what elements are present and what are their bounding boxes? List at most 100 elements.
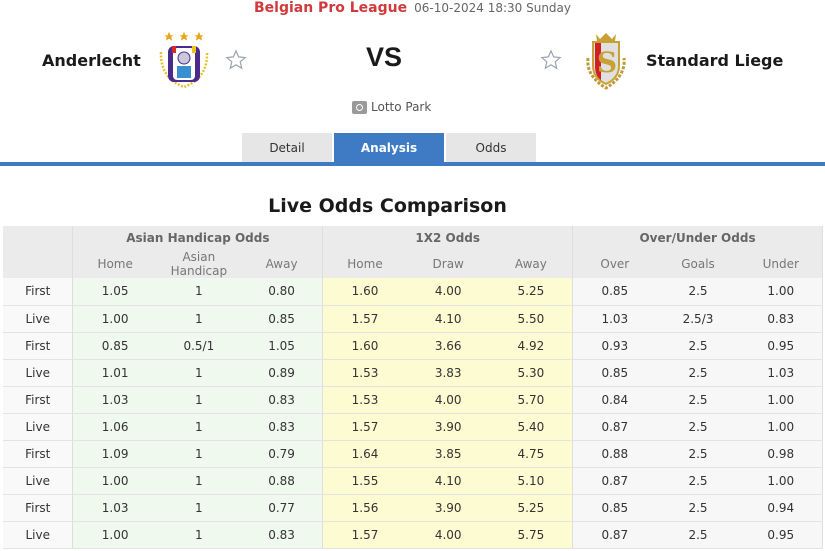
ou-under-odds: 0.98 (739, 440, 824, 468)
ah-line: 1 (156, 467, 241, 495)
group-header-1x2: 1X2 Odds (322, 226, 574, 250)
ou-under-odds: 0.83 (739, 305, 824, 333)
ah-home-odds: 1.00 (72, 467, 157, 495)
tab-analysis[interactable]: Analysis (334, 133, 444, 163)
1x2-draw-odds: 3.83 (406, 359, 490, 387)
ou-under-odds: 1.03 (739, 359, 824, 387)
league-link[interactable]: Belgian Pro League (253, 0, 408, 16)
ou-goals-line: 2.5 (656, 521, 740, 549)
ou-over-odds: 0.87 (572, 521, 657, 549)
venue-name: Lotto Park (371, 100, 432, 114)
1x2-home-odds: 1.57 (322, 413, 407, 441)
1x2-away-odds: 4.92 (489, 332, 574, 360)
row-type: First (3, 332, 74, 360)
col-ah-away: Away (240, 250, 324, 278)
ou-goals-line: 2.5 (656, 359, 740, 387)
stadium-icon (352, 100, 367, 114)
match-datetime: 06-10-2024 18:30 Sunday (414, 1, 572, 15)
ah-line: 1 (156, 494, 241, 522)
home-team-name[interactable]: Anderlecht (42, 50, 141, 70)
ah-home-odds: 1.09 (72, 440, 157, 468)
ah-line: 1 (156, 278, 241, 306)
ah-line: 1 (156, 305, 241, 333)
1x2-draw-odds: 3.85 (406, 440, 490, 468)
ou-under-odds: 0.95 (739, 332, 824, 360)
ou-over-odds: 0.88 (572, 440, 657, 468)
row-type: Live (3, 305, 74, 333)
tab-odds[interactable]: Odds (446, 133, 536, 163)
ah-away-odds: 0.85 (240, 305, 324, 333)
1x2-away-odds: 4.75 (489, 440, 574, 468)
ah-line: 1 (156, 521, 241, 549)
col-1x2-home: Home (322, 250, 407, 278)
away-team-name[interactable]: Standard Liege (646, 50, 784, 70)
ah-away-odds: 0.83 (240, 413, 324, 441)
ou-goals-line: 2.5 (656, 440, 740, 468)
ah-away-odds: 0.80 (240, 278, 324, 306)
ah-home-odds: 1.03 (72, 386, 157, 414)
match-info-line: Belgian Pro League 06-10-2024 18:30 Sund… (0, 0, 825, 16)
ah-home-odds: 1.06 (72, 413, 157, 441)
ou-over-odds: 0.84 (572, 386, 657, 414)
ou-over-odds: 0.85 (572, 278, 657, 306)
row-type: Live (3, 521, 74, 549)
1x2-home-odds: 1.60 (322, 332, 407, 360)
1x2-away-odds: 5.40 (489, 413, 574, 441)
col-ou-goals: Goals (656, 250, 740, 278)
ah-line: 1 (156, 413, 241, 441)
ou-goals-line: 2.5 (656, 278, 740, 306)
row-type: First (3, 278, 74, 306)
1x2-draw-odds: 4.00 (406, 386, 490, 414)
ah-away-odds: 0.83 (240, 386, 324, 414)
1x2-home-odds: 1.55 (322, 467, 407, 495)
ah-line: 1 (156, 440, 241, 468)
col-ah-home: Home (72, 250, 157, 278)
group-header-over-under: Over/Under Odds (572, 226, 823, 250)
col-ah-line: Asian Handicap (156, 250, 241, 278)
ah-home-odds: 1.05 (72, 278, 157, 306)
1x2-away-odds: 5.25 (489, 278, 574, 306)
row-type: First (3, 494, 74, 522)
tab-detail[interactable]: Detail (242, 133, 332, 163)
ou-under-odds: 1.00 (739, 413, 824, 441)
1x2-draw-odds: 4.10 (406, 467, 490, 495)
1x2-away-odds: 5.30 (489, 359, 574, 387)
ah-away-odds: 0.83 (240, 521, 324, 549)
favorite-home-star-icon[interactable] (225, 49, 247, 71)
col-1x2-draw: Draw (406, 250, 490, 278)
1x2-draw-odds: 4.00 (406, 278, 490, 306)
1x2-home-odds: 1.53 (322, 359, 407, 387)
ah-away-odds: 0.89 (240, 359, 324, 387)
favorite-away-star-icon[interactable] (540, 49, 562, 71)
col-ou-under: Under (739, 250, 824, 278)
row-type-header (3, 226, 74, 278)
group-header-asian-handicap: Asian Handicap Odds (72, 226, 324, 250)
row-type: First (3, 440, 74, 468)
ou-over-odds: 0.87 (572, 467, 657, 495)
ah-away-odds: 1.05 (240, 332, 324, 360)
ou-goals-line: 2.5 (656, 413, 740, 441)
1x2-draw-odds: 3.66 (406, 332, 490, 360)
svg-text:S: S (597, 46, 617, 79)
ah-away-odds: 0.88 (240, 467, 324, 495)
ou-over-odds: 0.85 (572, 494, 657, 522)
ou-under-odds: 1.00 (739, 467, 824, 495)
ah-line: 0.5/1 (156, 332, 241, 360)
ou-under-odds: 0.95 (739, 521, 824, 549)
away-team: S Standard Liege (540, 30, 783, 90)
1x2-home-odds: 1.60 (322, 278, 407, 306)
ah-home-odds: 1.03 (72, 494, 157, 522)
table-row: First 1.05 1 0.80 1.60 4.00 5.25 0.85 2.… (3, 278, 824, 306)
table-row: Live 1.00 1 0.85 1.57 4.10 5.50 1.03 2.5… (3, 305, 824, 333)
table-row: First 1.03 1 0.77 1.56 3.90 5.25 0.85 2.… (3, 494, 824, 522)
ou-goals-line: 2.5 (656, 467, 740, 495)
1x2-home-odds: 1.64 (322, 440, 407, 468)
ou-goals-line: 2.5 (656, 494, 740, 522)
1x2-away-odds: 5.75 (489, 521, 574, 549)
table-row: Live 1.00 1 0.88 1.55 4.10 5.10 0.87 2.5… (3, 467, 824, 495)
table-row: Live 1.00 1 0.83 1.57 4.00 5.75 0.87 2.5… (3, 521, 824, 549)
ah-away-odds: 0.79 (240, 440, 324, 468)
match-tabs: Detail Analysis Odds (242, 133, 538, 163)
row-type: Live (3, 413, 74, 441)
standard-liege-crest-icon: S (586, 33, 626, 90)
